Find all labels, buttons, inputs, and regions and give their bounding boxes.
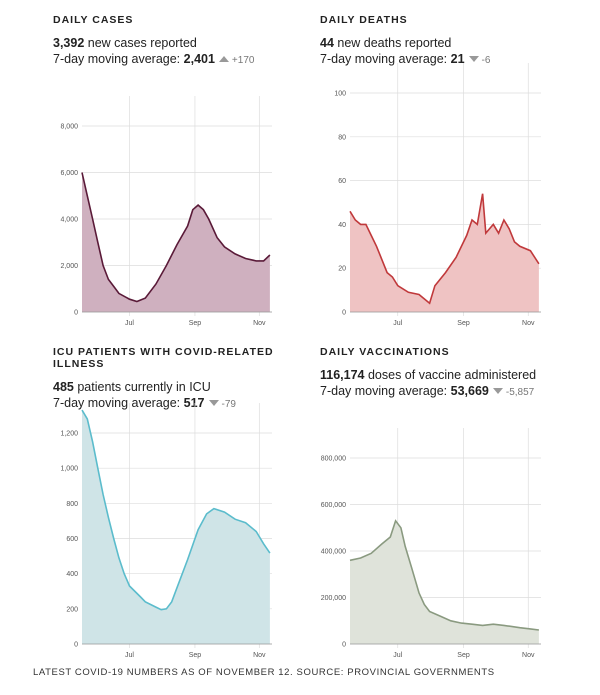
y-tick-label: 0 bbox=[74, 310, 78, 317]
triangle-down-icon bbox=[208, 400, 219, 406]
triangle-down-icon bbox=[492, 388, 503, 394]
panel-daily-vaccinations: DAILY VACCINATIONS 116,174 doses of vacc… bbox=[320, 346, 570, 401]
area-fill bbox=[82, 172, 270, 312]
moving-average-line bbox=[81, 409, 271, 611]
y-tick-label: 1,000 bbox=[60, 466, 78, 473]
current-value: 485 bbox=[53, 380, 74, 394]
avg-value: 2,401 bbox=[183, 52, 215, 66]
y-tick-label: 40 bbox=[338, 222, 346, 229]
value-text: new cases reported bbox=[84, 36, 197, 50]
chart-daily-cases: 0 2,000 4,000 6,000 8,000 Jul Sep Nov bbox=[60, 96, 272, 327]
panel-title: DAILY CASES bbox=[53, 14, 134, 26]
x-tick-label: Jul bbox=[125, 320, 134, 327]
moving-average-line bbox=[349, 193, 540, 305]
y-tick-label: 60 bbox=[338, 178, 346, 185]
x-tick-label: Jul bbox=[125, 652, 134, 659]
avg-label: 7-day moving average: bbox=[53, 396, 184, 410]
chart-daily-deaths: 0 20 40 60 80 100 Jul Sep Nov bbox=[334, 63, 541, 327]
y-tick-label: 200 bbox=[66, 606, 78, 613]
y-tick-label: 1,200 bbox=[60, 431, 78, 438]
avg-delta: -5,857 bbox=[505, 387, 535, 398]
current-value: 116,174 bbox=[320, 368, 365, 382]
avg-delta: -6 bbox=[481, 55, 491, 66]
x-tick-label: Sep bbox=[457, 320, 470, 327]
avg-value: 21 bbox=[450, 52, 465, 66]
y-tick-label: 400 bbox=[66, 571, 78, 578]
avg-label: 7-day moving average: bbox=[320, 384, 451, 398]
area-fill bbox=[350, 193, 539, 312]
chart-icu-patients: 0 200 400 600 800 1,000 1,200 Jul Sep Nov bbox=[60, 403, 272, 659]
triangle-up-icon bbox=[218, 56, 229, 62]
moving-average-line bbox=[81, 172, 271, 303]
y-tick-label: 800,000 bbox=[321, 456, 346, 463]
x-tick-label: Jul bbox=[393, 652, 402, 659]
y-tick-label: 400,000 bbox=[321, 549, 346, 556]
value-text: patients currently in ICU bbox=[73, 380, 211, 394]
y-tick-label: 200,000 bbox=[321, 595, 346, 602]
panel-daily-deaths: DAILY DEATHS 44 new deaths reported 7-da… bbox=[320, 14, 570, 69]
value-text: doses of vaccine administered bbox=[364, 368, 537, 382]
avg-delta: -79 bbox=[221, 399, 236, 410]
x-tick-label: Sep bbox=[457, 652, 470, 659]
panel-daily-cases: DAILY CASES 3,392 new cases reported 7-d… bbox=[53, 14, 303, 69]
avg-label: 7-day moving average: bbox=[53, 52, 184, 66]
current-value: 44 bbox=[320, 36, 334, 50]
footer-source: LATEST COVID-19 NUMBERS AS OF NOVEMBER 1… bbox=[33, 667, 495, 678]
avg-label: 7-day moving average: bbox=[320, 52, 451, 66]
y-tick-label: 4,000 bbox=[60, 217, 78, 224]
panel-title: DAILY VACCINATIONS bbox=[320, 346, 450, 358]
chart-daily-vaccinations: 0 200,000 400,000 600,000 800,000 Jul Sep Nov bbox=[321, 428, 541, 659]
y-tick-label: 8,000 bbox=[60, 124, 78, 131]
avg-value: 53,669 bbox=[450, 384, 489, 398]
current-value: 3,392 bbox=[53, 36, 85, 50]
x-tick-label: Sep bbox=[189, 320, 202, 327]
triangle-down-icon bbox=[468, 56, 479, 62]
y-tick-label: 20 bbox=[338, 266, 346, 273]
y-tick-label: 600,000 bbox=[321, 502, 346, 509]
panel-icu-patients: ICU PATIENTS WITH COVID-RELATED ILLNESS … bbox=[53, 346, 303, 413]
y-tick-label: 100 bbox=[334, 91, 346, 98]
y-tick-label: 0 bbox=[342, 310, 346, 317]
x-tick-label: Nov bbox=[522, 320, 535, 327]
y-tick-label: 600 bbox=[66, 536, 78, 543]
x-tick-label: Nov bbox=[522, 652, 535, 659]
avg-value: 517 bbox=[183, 396, 205, 410]
y-tick-label: 2,000 bbox=[60, 263, 78, 270]
avg-delta: +170 bbox=[231, 55, 255, 66]
x-tick-label: Jul bbox=[393, 320, 402, 327]
x-tick-label: Nov bbox=[253, 652, 266, 659]
moving-average-line bbox=[349, 519, 540, 631]
value-text: new deaths reported bbox=[333, 36, 452, 50]
area-fill bbox=[350, 520, 539, 644]
panel-title: ICU PATIENTS WITH COVID-RELATED ILLNESS bbox=[53, 346, 274, 370]
y-tick-label: 6,000 bbox=[60, 170, 78, 177]
x-tick-label: Nov bbox=[253, 320, 266, 327]
x-tick-label: Sep bbox=[189, 652, 202, 659]
y-tick-label: 800 bbox=[66, 501, 78, 508]
y-tick-label: 0 bbox=[342, 642, 346, 649]
y-tick-label: 80 bbox=[338, 134, 346, 141]
y-tick-label: 0 bbox=[74, 642, 78, 649]
panel-title: DAILY DEATHS bbox=[320, 14, 408, 26]
